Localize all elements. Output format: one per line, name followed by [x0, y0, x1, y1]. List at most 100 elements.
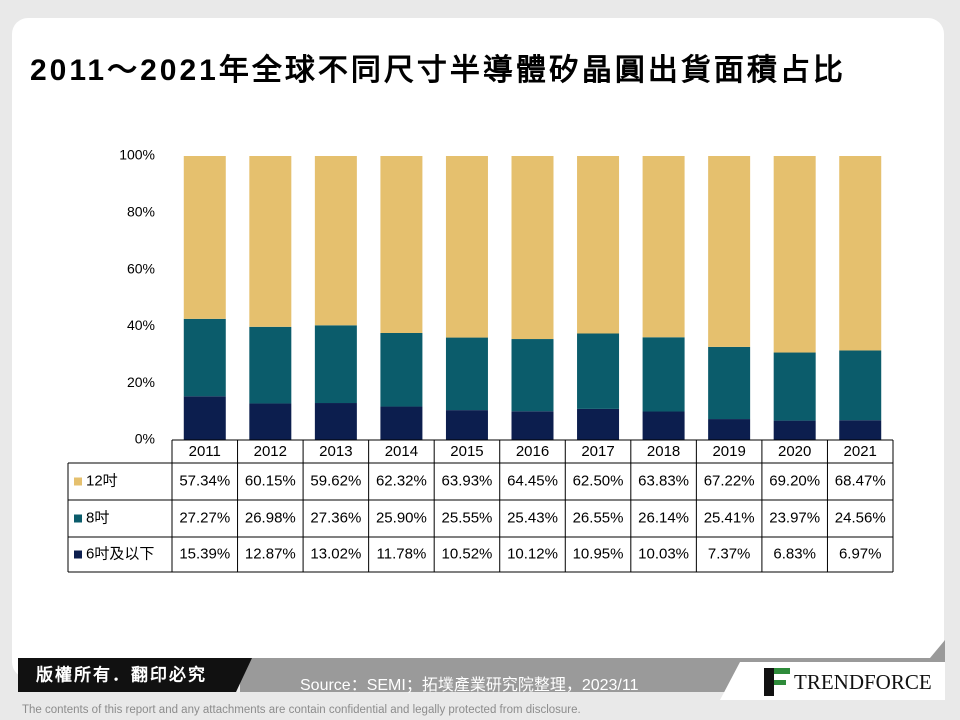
value-label: 27.36% [310, 509, 361, 526]
x-tick-label: 2018 [647, 443, 680, 460]
bar-segment [380, 332, 423, 407]
value-label: 25.90% [376, 509, 427, 526]
value-label: 6.83% [773, 545, 816, 562]
y-tick-label: 0% [135, 431, 155, 447]
bar-segment [314, 156, 357, 326]
y-tick-label: 60% [127, 260, 155, 276]
legend-label: 12吋 [86, 472, 118, 489]
value-label: 63.83% [638, 472, 689, 489]
bar-segment [708, 156, 751, 347]
bar-segment [577, 333, 620, 409]
value-label: 57.34% [179, 472, 230, 489]
bar-segment [511, 339, 554, 412]
bar-segment [839, 420, 882, 440]
value-label: 67.22% [704, 472, 755, 489]
x-tick-label: 2015 [450, 443, 483, 460]
bar-segment [183, 156, 226, 319]
bar-segment [839, 350, 882, 421]
bar-segment [773, 352, 816, 421]
value-label: 24.56% [835, 509, 886, 526]
logo-mark [774, 668, 790, 674]
x-tick-label: 2012 [254, 443, 287, 460]
bar-segment [183, 318, 226, 397]
source-text: Source：SEMI；拓墣產業研究院整理，2023/11 [300, 676, 639, 694]
bar-segment [708, 419, 751, 440]
bar-segment [577, 408, 620, 440]
bar-segment [708, 346, 751, 420]
value-label: 27.27% [179, 509, 230, 526]
bar-segment [249, 403, 292, 440]
bar-segment [445, 156, 488, 338]
value-label: 23.97% [769, 509, 820, 526]
bar-segment [183, 396, 226, 440]
legend-swatch [74, 477, 82, 486]
y-tick-label: 100% [119, 147, 155, 163]
y-tick-label: 20% [127, 374, 155, 390]
bar-segment [249, 326, 292, 404]
value-label: 15.39% [179, 545, 230, 562]
legend-swatch [74, 550, 82, 559]
value-label: 62.32% [376, 472, 427, 489]
x-tick-label: 2016 [516, 443, 549, 460]
bar-segment [511, 411, 554, 440]
legend-label: 8吋 [86, 509, 109, 526]
value-label: 63.93% [442, 472, 493, 489]
value-label: 25.55% [442, 509, 493, 526]
x-tick-label: 2020 [778, 443, 811, 460]
bar-segment [577, 156, 620, 334]
value-label: 64.45% [507, 472, 558, 489]
legend-label: 6吋及以下 [86, 545, 154, 562]
value-label: 13.02% [310, 545, 361, 562]
bar-segment [773, 420, 816, 440]
value-label: 10.95% [573, 545, 624, 562]
x-tick-label: 2021 [844, 443, 877, 460]
logo-text: TRENDFORCE [794, 670, 932, 694]
bar-segment [642, 156, 685, 338]
value-label: 26.14% [638, 509, 689, 526]
bar-segment [380, 156, 423, 333]
bar-segment [314, 403, 357, 440]
value-label: 10.12% [507, 545, 558, 562]
value-label: 6.97% [839, 545, 882, 562]
bar-segment [314, 325, 357, 404]
value-label: 10.03% [638, 545, 689, 562]
value-label: 11.78% [377, 545, 427, 562]
y-tick-label: 80% [127, 204, 155, 220]
value-label: 25.43% [507, 509, 558, 526]
bar-segment [380, 406, 423, 440]
value-label: 25.41% [704, 509, 755, 526]
logo-mark [774, 680, 786, 685]
value-label: 68.47% [835, 472, 886, 489]
x-tick-label: 2017 [581, 443, 614, 460]
x-tick-label: 2014 [385, 443, 418, 460]
bar-segment [773, 156, 816, 353]
value-label: 12.87% [245, 545, 296, 562]
value-label: 10.52% [442, 545, 493, 562]
value-label: 26.55% [573, 509, 624, 526]
y-tick-label: 40% [127, 317, 155, 333]
plot: 0% 20% 40% 60% 80% 100% 2011 2012 2013 2014 2015 20… [67, 147, 894, 573]
logo-mark [764, 668, 774, 696]
rights-box [18, 658, 252, 692]
rights-text: 版權所有．翻印必究 [36, 664, 207, 684]
x-tick-label: 2019 [712, 443, 745, 460]
value-label: 26.98% [245, 509, 296, 526]
bar-segment [511, 156, 554, 340]
bar-segment [642, 411, 685, 440]
value-label: 7.37% [708, 545, 751, 562]
value-label: 59.62% [310, 472, 361, 489]
bar-segment [642, 337, 685, 412]
value-label: 69.20% [769, 472, 820, 489]
chart-title: 2011～2021年全球不同尺寸半導體矽晶圓出貨面積占比 [30, 53, 846, 87]
bar-segment [445, 337, 488, 411]
value-label: 62.50% [573, 472, 624, 489]
disclaimer: The contents of this report and any atta… [22, 704, 581, 716]
x-tick-label: 2013 [319, 443, 352, 460]
bar-segment [445, 410, 488, 440]
footer: 版權所有．翻印必究 Source：SEMI；拓墣產業研究院整理，2023/11 … [18, 640, 945, 716]
value-label: 60.15% [245, 472, 296, 489]
legend-swatch [74, 514, 82, 523]
bar-segment [249, 156, 292, 327]
x-tick-label: 2011 [189, 443, 221, 460]
